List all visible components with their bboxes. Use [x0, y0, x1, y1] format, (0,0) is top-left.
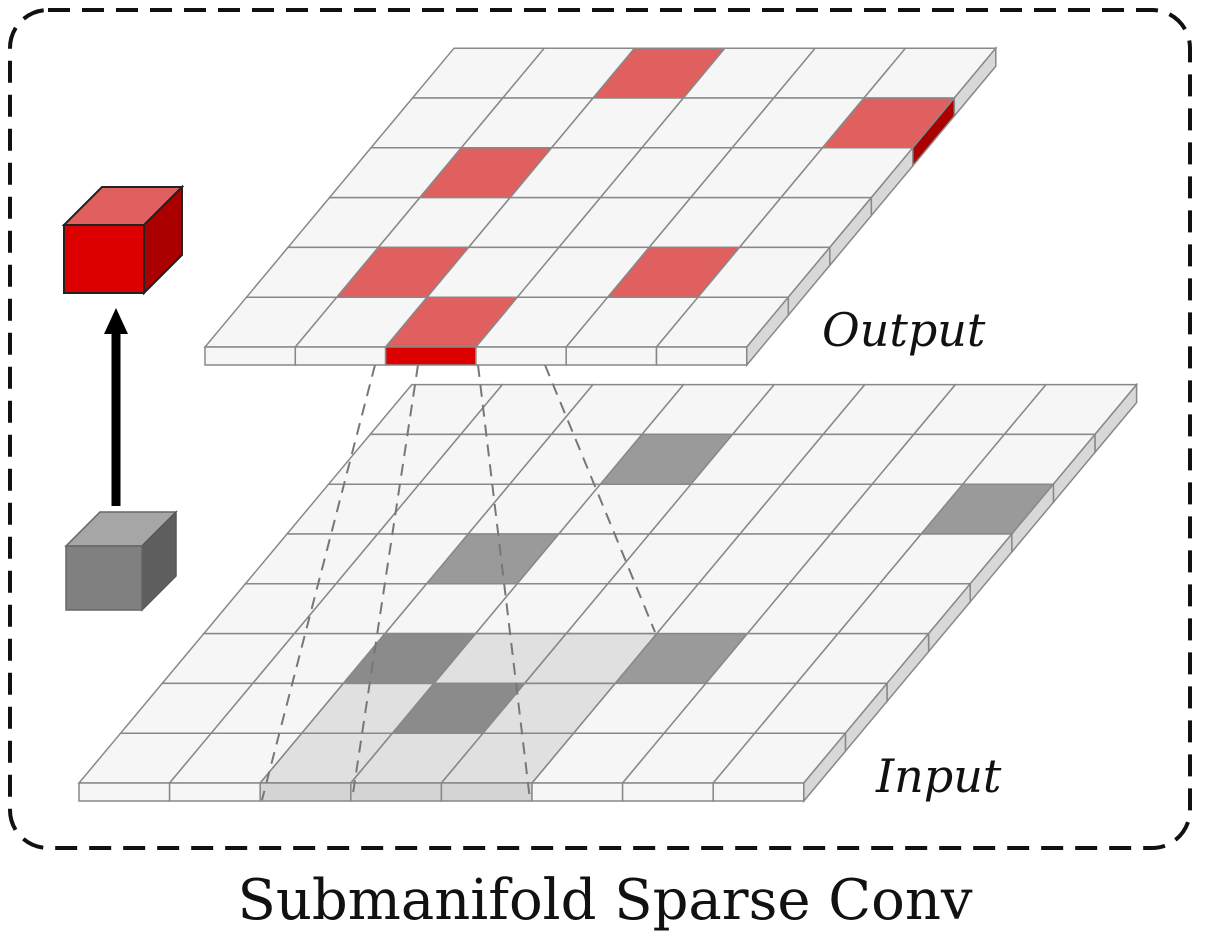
input-grid-front-face	[440, 782, 533, 802]
output-grid-front-face	[655, 346, 748, 366]
red-cube-icon	[61, 184, 185, 296]
input-label: Input	[875, 749, 1002, 803]
output-grid-side-face	[746, 295, 790, 368]
kernel-connector-lines	[261, 364, 656, 801]
diagram-caption: Submanifold Sparse Conv	[237, 868, 973, 933]
diagram-canvas: Output Input	[8, 8, 1192, 850]
input-grid-front-face	[259, 782, 352, 802]
input-grid-front-face	[712, 782, 805, 802]
connector-line	[351, 364, 419, 801]
connector-line	[477, 364, 531, 801]
dashed-frame	[8, 8, 1192, 850]
up-arrow-icon	[104, 308, 128, 506]
output-grid-front-face	[475, 346, 567, 366]
input-grid-front-face	[78, 782, 171, 802]
input-grid	[77, 382, 1139, 804]
input-grid-front-face	[168, 782, 261, 802]
output-grid-front-face	[204, 346, 297, 366]
output-grid-front-face	[384, 346, 477, 366]
output-label: Output	[822, 303, 986, 357]
output-grid-front-face	[294, 346, 387, 366]
input-grid-front-face	[531, 782, 624, 802]
connector-line	[261, 364, 376, 801]
output-grid	[203, 46, 998, 368]
input-grid-side-face	[803, 731, 847, 804]
input-grid-front-face	[621, 782, 714, 802]
connector-line	[544, 364, 656, 633]
output-grid-front-face	[565, 346, 658, 366]
gray-cube-icon	[64, 510, 178, 612]
input-grid-front-face	[350, 782, 443, 802]
